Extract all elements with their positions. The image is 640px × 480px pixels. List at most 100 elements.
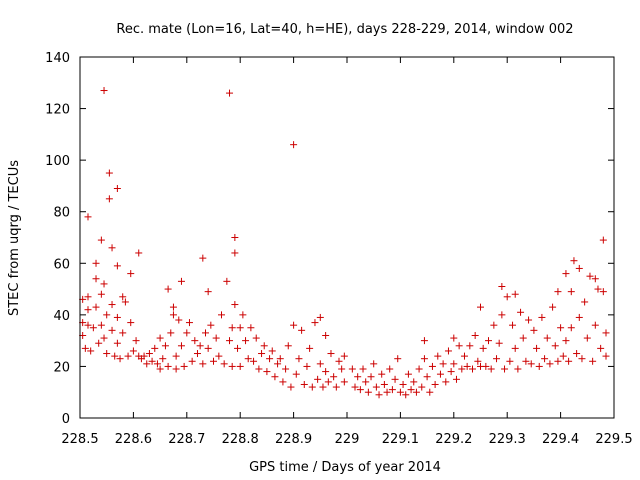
x-tick-label: 229.4 [542, 432, 579, 447]
data-point [439, 360, 447, 368]
data-point [97, 321, 105, 329]
data-point [236, 324, 244, 332]
data-point [471, 331, 479, 339]
data-point [108, 301, 116, 309]
data-point [509, 321, 517, 329]
data-point [113, 313, 121, 321]
data-point [231, 234, 239, 241]
y-tick-label: 140 [45, 51, 70, 66]
data-point [420, 337, 428, 345]
data-point [415, 365, 423, 373]
x-tick-label: 228.5 [61, 432, 98, 447]
data-point [129, 347, 137, 355]
data-point [581, 298, 589, 306]
data-point [348, 365, 356, 373]
data-point [327, 350, 335, 358]
data-point [250, 357, 258, 365]
data-point [119, 293, 127, 301]
data-point [367, 373, 375, 381]
data-point [370, 360, 378, 368]
data-point [87, 347, 95, 355]
data-point [266, 355, 274, 363]
data-point [573, 350, 581, 358]
data-point [570, 257, 578, 265]
y-tick-label: 80 [53, 206, 70, 221]
x-tick-label: 228.9 [275, 432, 312, 447]
x-tick-label: 229 [335, 432, 360, 447]
data-point [169, 303, 177, 311]
data-point [517, 308, 525, 316]
data-point [97, 290, 105, 298]
data-point [84, 293, 92, 301]
x-axis: 228.5 228.6 228.7 228.8 228.9 229 229.1 229.2 22… [61, 57, 633, 447]
data-point [204, 344, 212, 352]
data-point [554, 288, 562, 296]
data-point [362, 378, 370, 386]
data-point [282, 365, 290, 373]
data-point [559, 352, 567, 360]
data-point [324, 378, 332, 386]
data-point [247, 324, 255, 332]
data-point [252, 334, 260, 342]
data-point [306, 344, 314, 352]
data-point [119, 329, 127, 337]
data-point [231, 301, 239, 309]
data-point [530, 326, 538, 334]
data-point [148, 357, 156, 365]
data-point [591, 321, 599, 329]
data-point [359, 365, 367, 373]
data-point [151, 344, 159, 352]
data-point [316, 360, 324, 368]
data-point [380, 380, 388, 388]
data-point [226, 337, 234, 345]
data-point [514, 365, 522, 373]
data-point [557, 324, 565, 332]
y-tick-label: 60 [53, 257, 70, 272]
data-point [276, 355, 284, 363]
data-point [543, 334, 551, 342]
data-point [468, 365, 476, 373]
data-point [340, 378, 348, 386]
data-point [164, 362, 172, 370]
y-tick-label: 20 [53, 360, 70, 375]
data-point [164, 285, 172, 293]
data-point [308, 383, 316, 391]
data-point [591, 275, 599, 283]
data-point [477, 303, 484, 311]
data-point [498, 311, 506, 319]
y-axis: 0 20 40 60 80 100 120 140 [45, 51, 614, 427]
data-point [268, 347, 276, 355]
data-point [578, 355, 586, 363]
data-point [335, 357, 343, 365]
data-point [180, 362, 188, 370]
data-point [354, 373, 362, 381]
data-point [236, 362, 244, 370]
data-point [447, 368, 455, 376]
data-point [493, 355, 501, 363]
data-point [303, 362, 311, 370]
data-point [207, 321, 215, 329]
data-point [485, 337, 493, 345]
data-point [92, 259, 100, 267]
data-point [423, 373, 431, 381]
data-point [124, 352, 132, 360]
data-point [145, 350, 153, 358]
data-point [226, 89, 234, 97]
x-tick-label: 229.3 [489, 432, 526, 447]
data-point [113, 339, 121, 347]
data-point [599, 236, 607, 244]
data-point [436, 370, 444, 378]
data-point [271, 373, 279, 381]
data-point [223, 277, 231, 285]
y-axis-label: STEC from uqrg / TECUs [7, 160, 22, 316]
data-point [586, 272, 594, 280]
data-point [290, 321, 298, 329]
data-point [260, 342, 268, 350]
data-point [463, 362, 471, 370]
y-tick-label: 100 [45, 154, 70, 169]
data-point [434, 352, 442, 360]
data-point [407, 386, 415, 394]
data-point [487, 365, 495, 373]
data-point [100, 334, 108, 342]
data-point [356, 386, 364, 394]
